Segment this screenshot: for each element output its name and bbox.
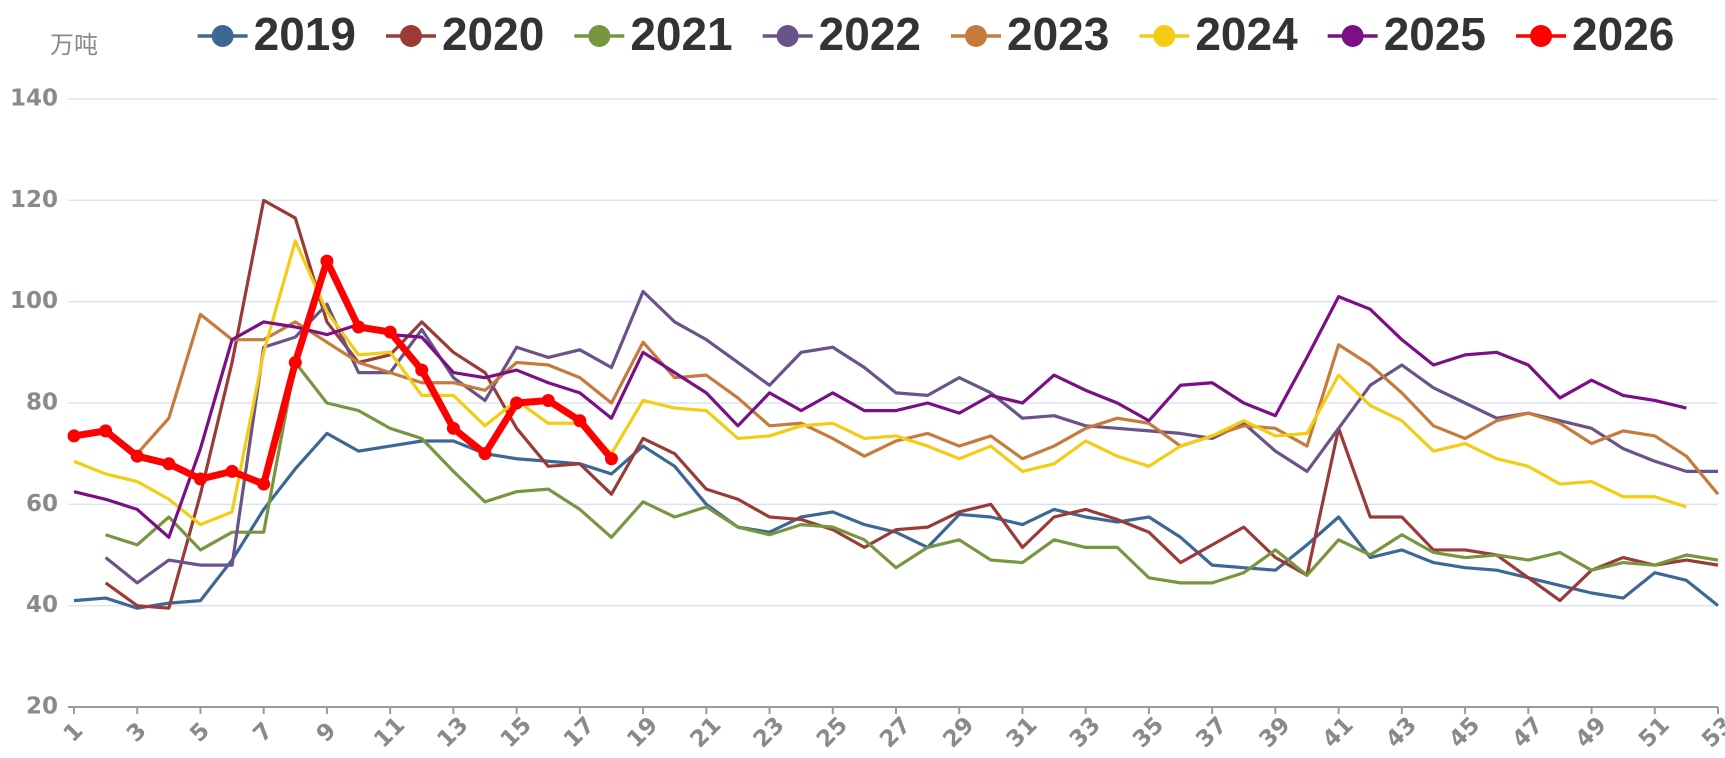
x-tick-label: 33 xyxy=(1065,712,1106,753)
y-tick-label: 100 xyxy=(10,288,58,314)
series-line xyxy=(136,312,1720,496)
y-unit: 万吨 xyxy=(50,31,98,59)
series-line xyxy=(104,198,1719,610)
legend-marker xyxy=(211,25,234,47)
x-tick-label: 23 xyxy=(749,712,790,753)
x-tick-label: 39 xyxy=(1255,712,1296,753)
x-tick-label: 21 xyxy=(685,712,726,753)
x-tick-label: 49 xyxy=(1571,712,1612,753)
x-tick-label: 3 xyxy=(122,718,152,748)
y-tick-label: 60 xyxy=(26,491,58,517)
point xyxy=(352,320,366,334)
x-tick-label: 35 xyxy=(1128,712,1169,753)
legend-label: 2023 xyxy=(1007,8,1109,60)
point xyxy=(541,393,555,407)
x-tick-label: 31 xyxy=(1002,712,1043,753)
legend-marker xyxy=(965,25,987,47)
x-tick-label: 45 xyxy=(1444,712,1485,753)
x-tick-label: 9 xyxy=(312,718,342,748)
series-line xyxy=(105,360,1719,585)
x-tick-label: 41 xyxy=(1318,712,1359,753)
legend-label: 2020 xyxy=(442,8,544,60)
point xyxy=(193,472,207,486)
x-tick-label: 53 xyxy=(1697,712,1725,753)
legend-marker xyxy=(776,25,799,47)
legend-marker xyxy=(399,25,422,47)
x-tick-label: 51 xyxy=(1634,712,1675,753)
y-tick-label: 40 xyxy=(26,592,58,618)
x-tick-label: 17 xyxy=(559,712,600,753)
point xyxy=(573,414,587,428)
y-tick-label: 120 xyxy=(10,187,58,213)
legend-label: 2026 xyxy=(1572,8,1674,60)
legend-marker xyxy=(588,25,611,47)
point xyxy=(225,464,239,478)
x-tick-label: 19 xyxy=(622,712,663,753)
legend-marker xyxy=(1341,25,1364,47)
x-tick-label: 15 xyxy=(496,712,537,753)
x-tick-label: 1 xyxy=(59,718,89,748)
point xyxy=(478,447,492,461)
x-tick-label: 7 xyxy=(248,718,278,748)
legend: 2019 2020 2021 2022 2023 2024 2025 2026 xyxy=(197,8,1674,60)
x-tick-label: 11 xyxy=(369,712,410,753)
x-tick-label: 13 xyxy=(433,712,474,753)
point xyxy=(162,457,176,471)
point xyxy=(130,449,144,463)
point xyxy=(415,363,429,377)
point xyxy=(604,452,618,466)
legend-label: 2019 xyxy=(254,8,356,60)
x-tick-label: 43 xyxy=(1381,712,1422,753)
point xyxy=(257,477,271,491)
legend-marker xyxy=(1153,25,1176,47)
point xyxy=(288,355,302,369)
legend-label: 2024 xyxy=(1195,8,1298,60)
x-tick-label: 47 xyxy=(1507,712,1548,753)
point xyxy=(446,421,460,435)
series-line xyxy=(73,431,1720,610)
y-tick-label: 20 xyxy=(26,694,58,720)
series-line xyxy=(73,257,615,488)
x-tick-label: 29 xyxy=(938,712,979,753)
legend-label: 2025 xyxy=(1384,8,1486,60)
point xyxy=(67,429,81,443)
point xyxy=(99,424,113,438)
series-line xyxy=(73,239,1687,527)
series-line xyxy=(104,289,1718,585)
x-tick-label: 25 xyxy=(812,712,853,753)
legend-label: 2022 xyxy=(819,8,921,60)
y-tick-label: 140 xyxy=(10,86,58,112)
x-tick-label: 27 xyxy=(875,712,916,753)
legend-marker xyxy=(1530,25,1553,47)
x-tick-label: 5 xyxy=(185,718,215,748)
series-line xyxy=(73,295,1687,539)
point xyxy=(320,254,334,268)
y-tick-label: 80 xyxy=(26,390,58,416)
point xyxy=(510,396,524,410)
x-tick-label: 37 xyxy=(1191,712,1232,753)
point xyxy=(383,325,397,339)
legend-label: 2021 xyxy=(630,8,732,60)
